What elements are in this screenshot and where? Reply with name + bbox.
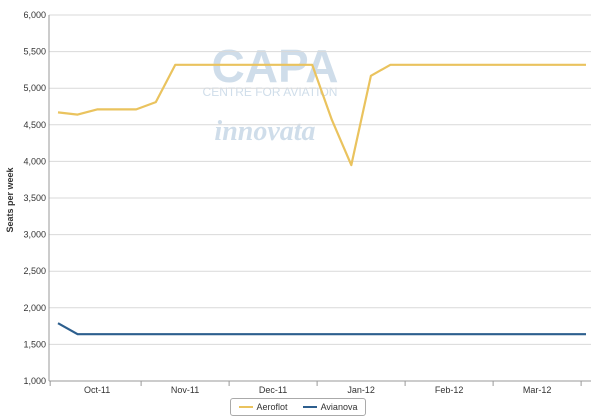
y-axis: 1,000 1,500 2,000 2,500 3,000 3,500 4,000 4,500…	[23, 10, 50, 386]
x-axis: Oct-11 Nov-11 Dec-11 Jan-12 Feb-12 Mar-12	[49, 380, 591, 395]
y-tick-label: 1,000	[23, 376, 46, 386]
legend-item-aeroflot[interactable]: Aeroflot	[238, 402, 288, 412]
watermark: CAPA CENTRE FOR AVIATION innovata	[203, 40, 339, 147]
grid	[49, 14, 591, 382]
y-tick-label: 6,000	[23, 10, 46, 20]
y-axis-label: Seats per week	[5, 166, 15, 232]
x-tick-label: Jan-12	[347, 385, 375, 395]
series-lines	[57, 63, 586, 336]
y-tick-label: 3,500	[23, 193, 46, 203]
y-tick-label: 2,500	[23, 266, 46, 276]
watermark-brand: CAPA	[212, 40, 339, 92]
legend-label-aeroflot: Aeroflot	[256, 402, 288, 412]
x-tick-label: Dec-11	[259, 385, 287, 395]
y-tick-label: 1,500	[23, 339, 46, 349]
watermark-tagline: CENTRE FOR AVIATION	[203, 85, 338, 99]
legend-swatch-avianova	[302, 406, 317, 408]
legend: Aeroflot Avianova	[230, 398, 366, 416]
watermark-partner: innovata	[214, 116, 315, 147]
legend-swatch-aeroflot	[238, 406, 253, 408]
y-tick-label: 2,000	[23, 303, 46, 313]
series-line-avianova	[57, 322, 586, 336]
y-tick-label: 3,000	[23, 230, 46, 240]
y-tick-label: 5,000	[23, 83, 46, 93]
x-tick-label: Mar-12	[523, 385, 552, 395]
legend-item-avianova[interactable]: Avianova	[302, 402, 358, 412]
legend-label-avianova: Avianova	[320, 402, 358, 412]
y-tick-label: 4,500	[23, 120, 46, 130]
series-line-aeroflot	[57, 63, 586, 167]
x-tick-label: Oct-11	[84, 385, 110, 395]
y-tick-label: 5,500	[23, 47, 46, 57]
x-tick-label: Feb-12	[435, 385, 464, 395]
x-tick-label: Nov-11	[171, 385, 199, 395]
y-tick-label: 4,000	[23, 156, 46, 166]
